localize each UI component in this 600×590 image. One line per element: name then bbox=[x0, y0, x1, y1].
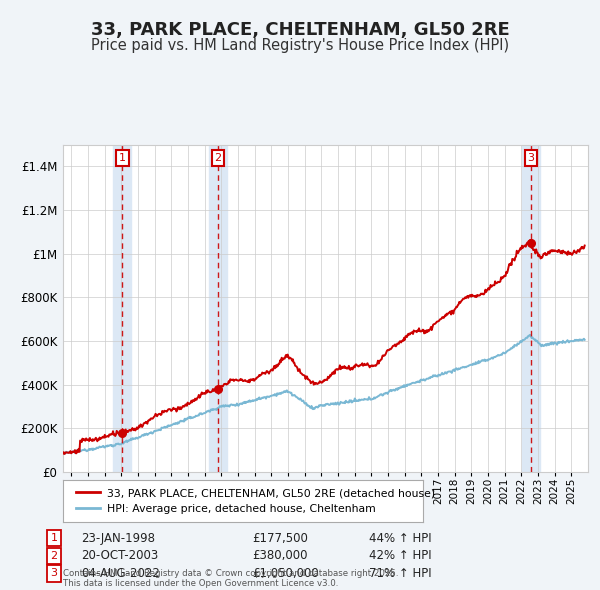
Bar bbox=[113, 145, 131, 472]
Text: 1: 1 bbox=[50, 533, 58, 543]
Text: Contains HM Land Registry data © Crown copyright and database right 2025.
This d: Contains HM Land Registry data © Crown c… bbox=[63, 569, 398, 588]
Text: 42% ↑ HPI: 42% ↑ HPI bbox=[369, 549, 431, 562]
Text: 3: 3 bbox=[527, 153, 535, 163]
Text: 23-JAN-1998: 23-JAN-1998 bbox=[81, 532, 155, 545]
Text: 04-AUG-2022: 04-AUG-2022 bbox=[81, 567, 160, 580]
Bar bbox=[209, 145, 227, 472]
Text: 2: 2 bbox=[50, 551, 58, 560]
Legend: 33, PARK PLACE, CHELTENHAM, GL50 2RE (detached house), HPI: Average price, detac: 33, PARK PLACE, CHELTENHAM, GL50 2RE (de… bbox=[72, 484, 439, 518]
Text: 71% ↑ HPI: 71% ↑ HPI bbox=[369, 567, 431, 580]
Text: £1,050,000: £1,050,000 bbox=[252, 567, 319, 580]
Text: £177,500: £177,500 bbox=[252, 532, 308, 545]
Text: 3: 3 bbox=[50, 569, 58, 578]
Bar bbox=[522, 145, 541, 472]
Text: Price paid vs. HM Land Registry's House Price Index (HPI): Price paid vs. HM Land Registry's House … bbox=[91, 38, 509, 53]
Text: £380,000: £380,000 bbox=[252, 549, 308, 562]
Text: 2: 2 bbox=[214, 153, 221, 163]
Text: 33, PARK PLACE, CHELTENHAM, GL50 2RE: 33, PARK PLACE, CHELTENHAM, GL50 2RE bbox=[91, 21, 509, 39]
Text: 44% ↑ HPI: 44% ↑ HPI bbox=[369, 532, 431, 545]
Text: 20-OCT-2003: 20-OCT-2003 bbox=[81, 549, 158, 562]
Text: 1: 1 bbox=[119, 153, 126, 163]
